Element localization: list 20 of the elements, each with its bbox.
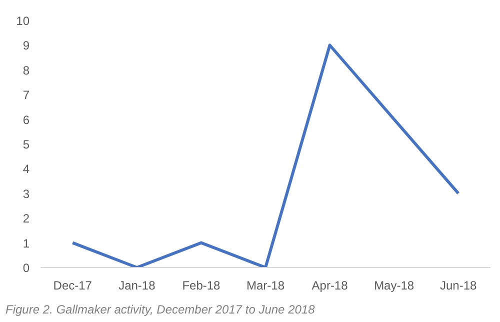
x-tick-label: Dec-17 (53, 278, 92, 292)
y-tick-label: 1 (22, 236, 30, 250)
y-tick-label: 2 (22, 212, 30, 226)
y-tick-label: 5 (22, 138, 30, 152)
y-tick-label: 10 (16, 14, 30, 28)
y-tick-label: 3 (22, 186, 30, 201)
line-series (71, 44, 460, 268)
x-tick-label: Jun-18 (440, 278, 478, 292)
x-tick-label: May-18 (374, 278, 414, 292)
y-tick-label: 8 (22, 63, 30, 78)
y-tick-label: 0 (22, 261, 30, 275)
y-tick-label: 7 (22, 88, 30, 102)
x-tick-label: Feb-18 (182, 278, 221, 292)
y-tick-label: 4 (22, 162, 30, 176)
y-tick-label: 9 (22, 38, 30, 53)
x-tick-label: Apr-18 (312, 278, 348, 292)
y-tick-label: 6 (22, 112, 30, 127)
caption: Figure 2. Gallmaker activity, December 2017 to June 2018 (6, 302, 316, 316)
x-tick-label: Jan-18 (118, 278, 156, 292)
x-tick-label: Mar-18 (246, 278, 285, 292)
